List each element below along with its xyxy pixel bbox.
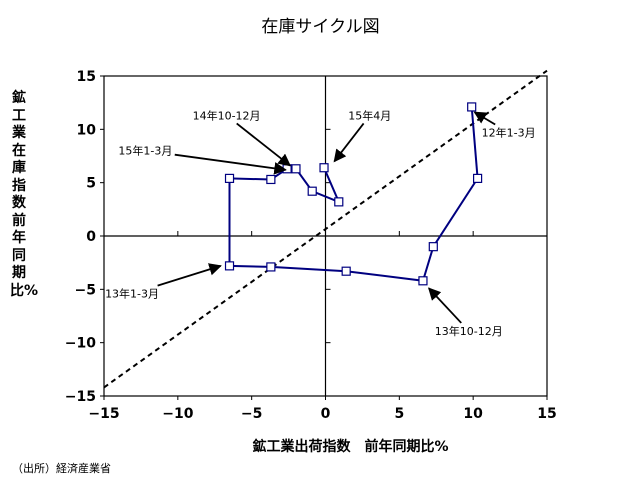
data-point — [334, 197, 344, 207]
data-point — [428, 242, 438, 252]
annotation-layer: 14年10-12月 15年4月 12年1-3月 15年1-3月 13年1-3月 13年10… — [105, 108, 536, 337]
y-tick-label: −15 — [65, 389, 96, 405]
annotation-label: 15年4月 — [348, 108, 391, 122]
x-tick-label: −5 — [241, 406, 262, 422]
annotation-arrow — [473, 111, 496, 126]
data-point — [418, 276, 428, 286]
annotation-label: 14年10-12月 — [193, 108, 261, 122]
annotation-arrow — [174, 153, 287, 175]
annotation-label: 15年1-3月 — [118, 144, 172, 158]
data-point — [307, 186, 317, 196]
chart-title: 在庫サイクル図 — [261, 17, 380, 37]
axes-layer — [100, 75, 548, 400]
data-point — [319, 163, 329, 173]
tick-label-layer: −15 −10 −5 0 5 10 15 −15 −10 −5 0 5 10 15 — [65, 69, 557, 422]
data-point — [341, 266, 351, 276]
y-tick-label: 5 — [86, 176, 96, 192]
data-point — [266, 174, 276, 185]
x-tick-label: −10 — [162, 406, 193, 422]
x-tick-label: −15 — [88, 406, 119, 422]
annotation-label: 13年10-12月 — [435, 324, 503, 338]
y-tick-label: −5 — [75, 282, 96, 298]
x-tick-label: 0 — [321, 406, 331, 422]
series-line — [228, 106, 479, 282]
annotation-arrow — [236, 122, 292, 167]
x-tick-label: 10 — [463, 406, 483, 422]
x-tick-label: 5 — [394, 406, 404, 422]
annotation-label: 13年1-3月 — [105, 287, 159, 301]
data-point — [472, 173, 483, 183]
annotation-arrow — [428, 287, 462, 324]
data-point — [224, 261, 235, 271]
series-layer — [224, 102, 483, 286]
y-tick-label: 15 — [77, 69, 96, 85]
data-point — [467, 102, 477, 112]
y-tick-label: −10 — [65, 336, 96, 352]
x-axis-label: 鉱工業出荷指数 前年同期比% — [252, 439, 449, 455]
annotation-label: 12年1-3月 — [482, 126, 536, 140]
source-note: （出所）経済産業省 — [12, 462, 111, 475]
x-tick-label: 15 — [537, 406, 556, 422]
annotation-arrow — [157, 263, 222, 287]
annotation-arrow — [333, 122, 365, 163]
data-point — [291, 164, 301, 174]
data-point — [224, 173, 235, 183]
y-tick-label: 0 — [86, 229, 96, 245]
y-tick-label: 10 — [77, 122, 97, 138]
y-axis-label: 鉱工業在庫指数 前年同期比% — [10, 90, 40, 299]
data-point — [266, 262, 276, 272]
